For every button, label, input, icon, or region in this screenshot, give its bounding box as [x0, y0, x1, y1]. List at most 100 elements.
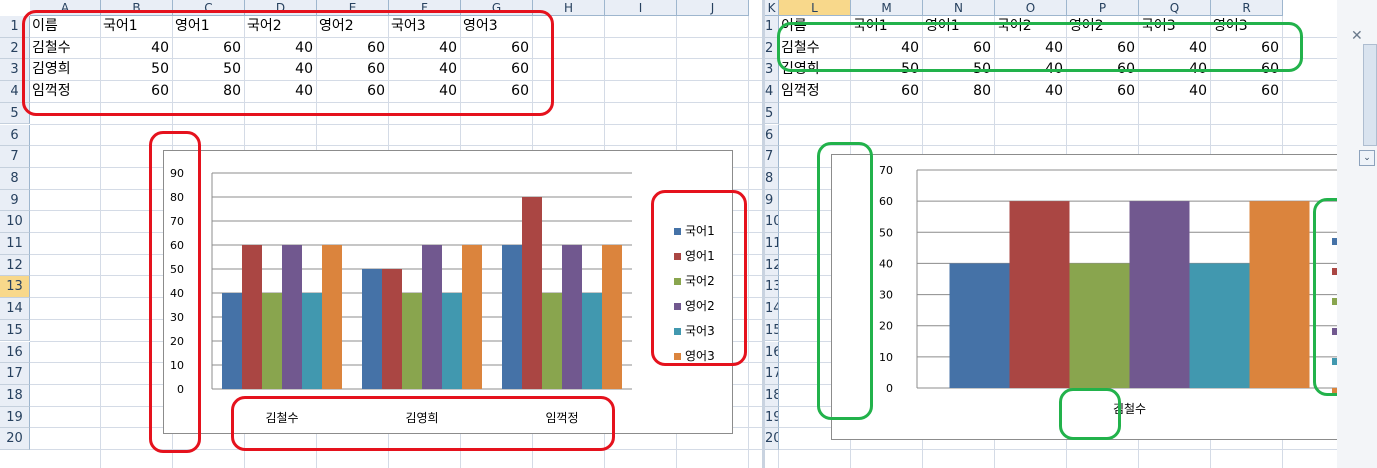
chart-svg: 0102030405060708090김철수 김영희 임꺽정국어1영어1국어2영어2… — [164, 151, 732, 433]
bar — [522, 197, 542, 389]
bar — [582, 293, 602, 389]
row-header-4[interactable]: 4 — [765, 81, 779, 103]
row-header-13[interactable]: 13 — [765, 276, 779, 298]
column-header-l[interactable]: L — [779, 0, 851, 16]
bar — [442, 293, 462, 389]
bar — [322, 245, 342, 389]
right-sidebar-scrollbar[interactable]: ✕ ⌄ — [1337, 0, 1377, 468]
close-icon[interactable]: ✕ — [1351, 28, 1363, 44]
row-header-5[interactable]: 5 — [765, 103, 779, 125]
bar — [422, 245, 442, 389]
bar — [542, 293, 562, 389]
column-header-o[interactable]: O — [995, 0, 1067, 16]
bar — [1130, 201, 1190, 388]
table-cell[interactable]: 60 — [1213, 81, 1279, 103]
table-cell[interactable]: 임꺽정 — [781, 81, 847, 103]
bar — [382, 269, 402, 389]
row-header-6[interactable]: 6 — [765, 125, 779, 147]
annotation-ring-categories — [231, 396, 615, 451]
grid-row-line — [779, 449, 1337, 450]
y-tick-label: 60 — [879, 195, 893, 208]
row-header-7[interactable]: 7 — [765, 146, 779, 168]
column-header-r[interactable]: R — [1211, 0, 1283, 16]
row-header-19[interactable]: 19 — [0, 407, 30, 429]
bar — [362, 269, 382, 389]
bar — [262, 293, 282, 389]
expand-down-icon[interactable]: ⌄ — [1359, 150, 1375, 166]
y-tick-label: 10 — [879, 351, 893, 364]
row-header-18[interactable]: 18 — [0, 385, 30, 407]
chart-1[interactable]: 0 10 20 30 40 50 60 70 80 90 김철수 김영희 임꺽정 국어1 영어1 국어2 영어2… — [163, 150, 733, 434]
y-tick-label: 0 — [886, 382, 893, 395]
row-header-9[interactable]: 9 — [0, 190, 30, 212]
left-spreadsheet-pane: A B C D E F G H I J 1 2 3 4 5 6 7 8 9 10 11 12 13 14 15 16 17 18 19 2… — [0, 0, 762, 468]
y-tick-label: 20 — [879, 320, 893, 333]
row-header-10[interactable]: 10 — [0, 211, 30, 233]
annotation-ring-table — [22, 10, 554, 116]
row-header-16[interactable]: 16 — [0, 342, 30, 364]
grid-row-line — [779, 124, 1337, 125]
row-header-14[interactable]: 14 — [0, 298, 30, 320]
row-header-10[interactable]: 10 — [765, 211, 779, 233]
scrollbar-track[interactable] — [1363, 44, 1377, 146]
column-header-k[interactable]: K — [765, 0, 779, 16]
y-tick-label: 40 — [879, 257, 893, 270]
row-header-15[interactable]: 15 — [765, 320, 779, 342]
y-tick-label: 70 — [879, 164, 893, 177]
annotation-ring-legend — [1313, 198, 1337, 396]
bar — [562, 245, 582, 389]
column-header-n[interactable]: N — [923, 0, 995, 16]
row-header-11[interactable]: 11 — [0, 233, 30, 255]
row-header-17[interactable]: 17 — [765, 363, 779, 385]
row-header-8[interactable]: 8 — [765, 168, 779, 190]
bar — [1250, 201, 1310, 388]
table-cell[interactable]: 40 — [997, 81, 1063, 103]
annotation-ring-first-row — [777, 22, 1303, 72]
bar — [462, 245, 482, 389]
grid-row-line — [30, 145, 762, 146]
row-header-6[interactable]: 6 — [0, 125, 30, 147]
annotation-ring-yaxis — [149, 131, 201, 453]
row-header-18[interactable]: 18 — [765, 385, 779, 407]
column-header-i[interactable]: I — [605, 0, 677, 16]
bar — [242, 245, 262, 389]
y-tick-label: 50 — [879, 226, 893, 239]
bar — [302, 293, 322, 389]
row-header-9[interactable]: 9 — [765, 190, 779, 212]
bar — [222, 293, 242, 389]
y-tick-label: 30 — [879, 289, 893, 302]
column-header-m[interactable]: M — [851, 0, 923, 16]
row-header-19[interactable]: 19 — [765, 407, 779, 429]
bar — [402, 293, 422, 389]
row-header-15[interactable]: 15 — [0, 320, 30, 342]
grid-col-line — [748, 16, 749, 468]
row-header-12[interactable]: 12 — [765, 255, 779, 277]
row-header-13[interactable]: 13 — [0, 276, 30, 298]
row-header-7[interactable]: 7 — [0, 146, 30, 168]
row-header-16[interactable]: 16 — [765, 342, 779, 364]
row-header-12[interactable]: 12 — [0, 255, 30, 277]
bar — [282, 245, 302, 389]
column-header-q[interactable]: Q — [1139, 0, 1211, 16]
grid-row-line — [30, 124, 762, 125]
column-header-j[interactable]: J — [677, 0, 749, 16]
right-spreadsheet-pane: KLMNOPQR1234567891011121314151617181920이… — [765, 0, 1337, 468]
annotation-ring-yaxis — [817, 142, 873, 420]
row-header-8[interactable]: 8 — [0, 168, 30, 190]
table-cell[interactable]: 80 — [925, 81, 991, 103]
row-header-14[interactable]: 14 — [765, 298, 779, 320]
annotation-ring-category — [1059, 388, 1121, 440]
row-header-11[interactable]: 11 — [765, 233, 779, 255]
row-header-20[interactable]: 20 — [0, 428, 30, 450]
row-header-17[interactable]: 17 — [0, 363, 30, 385]
row-header-20[interactable]: 20 — [765, 428, 779, 450]
annotation-ring-legend — [651, 190, 747, 366]
bar — [502, 245, 522, 389]
column-header-p[interactable]: P — [1067, 0, 1139, 16]
table-cell[interactable]: 40 — [1141, 81, 1207, 103]
table-cell[interactable]: 60 — [1069, 81, 1135, 103]
bar — [1010, 201, 1070, 388]
bar — [1070, 263, 1130, 388]
table-cell[interactable]: 60 — [853, 81, 919, 103]
bar — [1190, 263, 1250, 388]
